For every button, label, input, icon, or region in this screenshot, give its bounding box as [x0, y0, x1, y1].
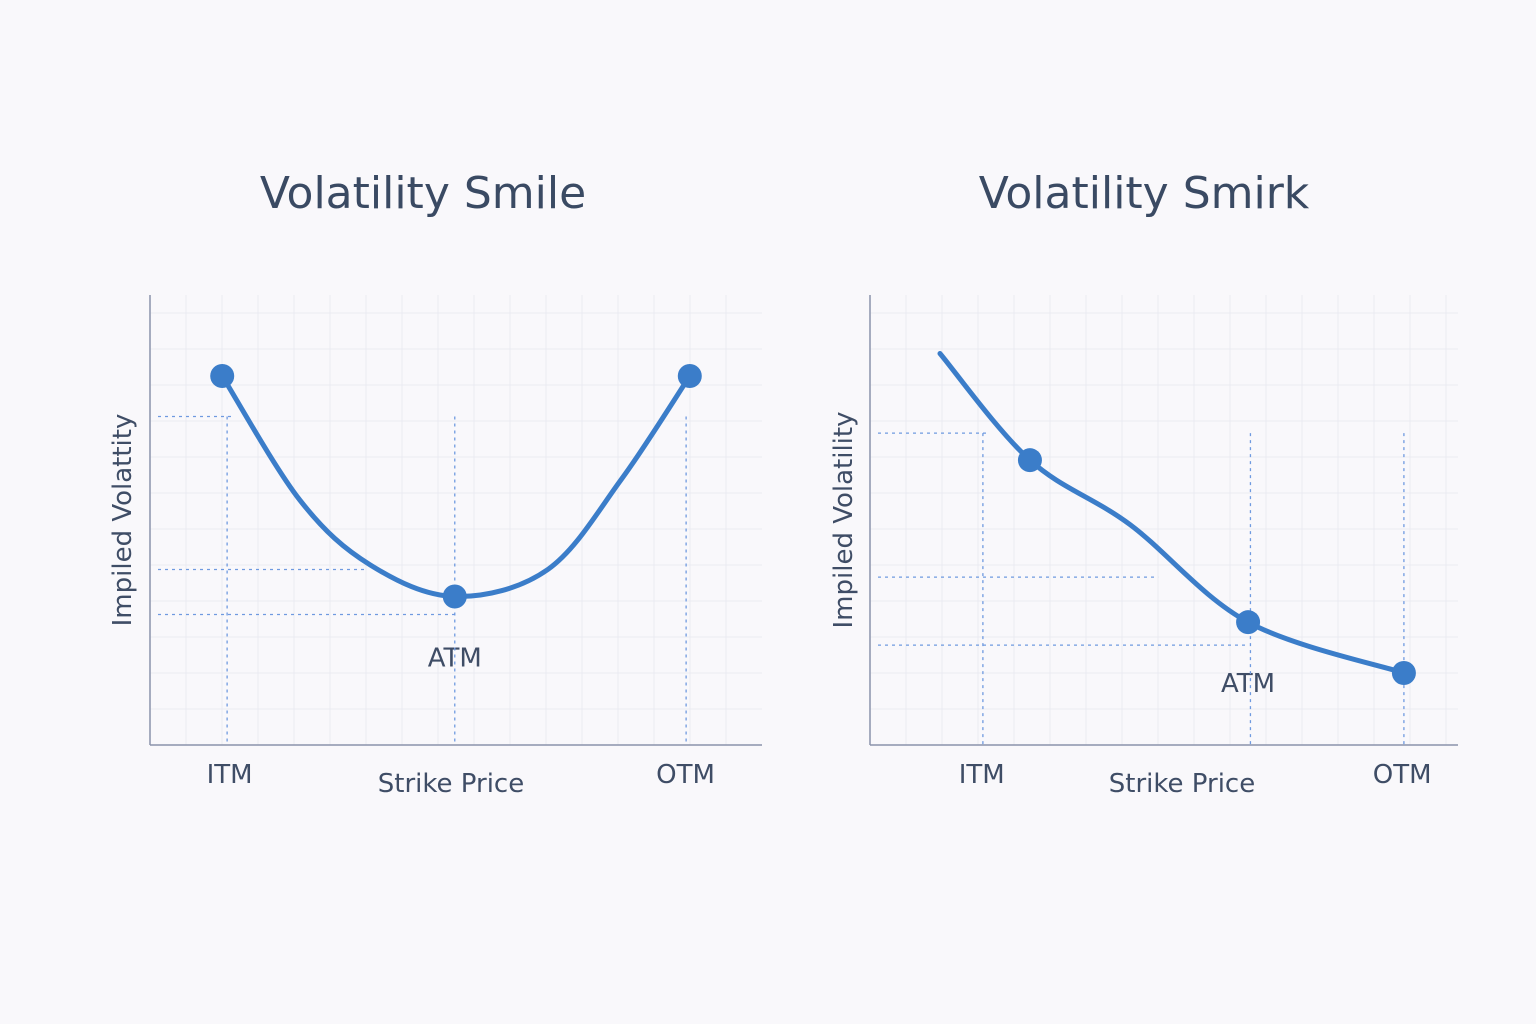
smirk-tick-otm: OTM: [1373, 760, 1432, 790]
smirk-title: Volatility Smirk: [979, 168, 1310, 219]
smile-x-axis-label: Strike Price: [378, 769, 524, 799]
smirk-y-axis-label: Impiled Volatility: [829, 412, 859, 629]
smile-y-axis-label: Impiled Volattity: [108, 414, 138, 627]
iv-curve: [937, 351, 1407, 676]
smirk-x-axis-label: Strike Price: [1109, 769, 1255, 799]
data-point-0: [210, 364, 235, 388]
smirk-tick-itm: ITM: [959, 760, 1005, 790]
data-point-2: [1391, 661, 1416, 685]
data-point-1: [1236, 610, 1261, 635]
data-point-0: [1017, 448, 1042, 473]
smile-panel: Volatility Smile Impiled Volattity Strik…: [108, 168, 762, 799]
smile-tick-itm: ITM: [207, 760, 253, 790]
iv-curve: [219, 373, 693, 600]
data-point-1: [442, 584, 467, 609]
smirk-atm-label: ATM: [1221, 669, 1275, 699]
smile-tick-otm: OTM: [656, 760, 715, 790]
smile-title: Volatility Smile: [260, 168, 586, 219]
smirk-panel: Volatility Smirk Impiled Volatility Stri…: [829, 168, 1458, 799]
data-point-2: [677, 364, 702, 388]
